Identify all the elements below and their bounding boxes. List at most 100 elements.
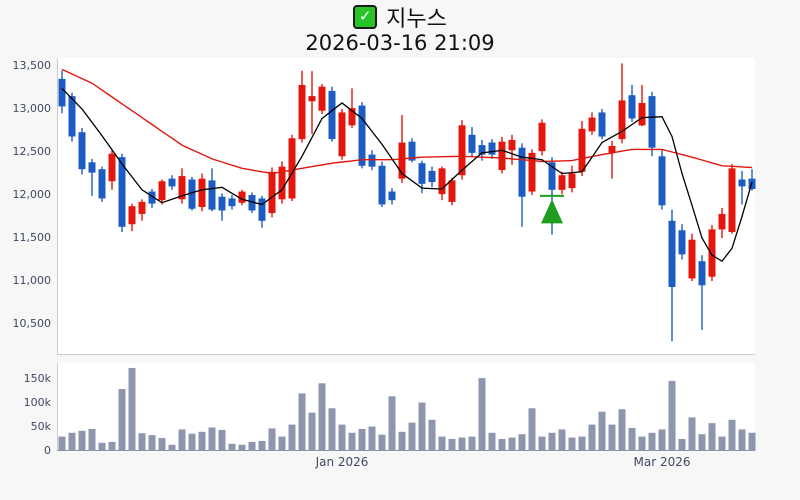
- candle-up[interactable]: [718, 213, 726, 230]
- volume-bar[interactable]: [88, 428, 96, 451]
- volume-bar[interactable]: [738, 429, 746, 451]
- volume-bar[interactable]: [108, 441, 116, 451]
- volume-bar[interactable]: [628, 427, 636, 451]
- candle-down[interactable]: [478, 145, 486, 155]
- volume-bar[interactable]: [58, 436, 66, 451]
- candle-up[interactable]: [588, 117, 596, 132]
- volume-bar[interactable]: [228, 443, 236, 451]
- volume-bar[interactable]: [468, 436, 476, 451]
- volume-bar[interactable]: [748, 432, 756, 451]
- volume-bar[interactable]: [348, 432, 356, 451]
- volume-bar[interactable]: [378, 434, 386, 451]
- candle-up[interactable]: [398, 142, 406, 179]
- volume-bar[interactable]: [368, 426, 376, 451]
- volume-bar[interactable]: [588, 424, 596, 451]
- candle-down[interactable]: [68, 96, 76, 137]
- candle-down[interactable]: [228, 198, 236, 207]
- candle-up[interactable]: [558, 175, 566, 190]
- candle-down[interactable]: [388, 191, 396, 201]
- candle-up[interactable]: [278, 166, 286, 200]
- candle-down[interactable]: [678, 230, 686, 255]
- volume-bar[interactable]: [508, 437, 516, 451]
- volume-bar[interactable]: [538, 436, 546, 451]
- candle-up[interactable]: [268, 171, 276, 214]
- candle-up[interactable]: [128, 206, 136, 225]
- volume-bar[interactable]: [648, 432, 656, 451]
- volume-bar[interactable]: [608, 424, 616, 451]
- candle-down[interactable]: [188, 179, 196, 209]
- volume-bar[interactable]: [218, 429, 226, 451]
- candle-up[interactable]: [728, 168, 736, 232]
- volume-bar[interactable]: [568, 437, 576, 451]
- candle-up[interactable]: [438, 168, 446, 195]
- volume-bar[interactable]: [668, 380, 676, 451]
- candle-down[interactable]: [408, 141, 416, 161]
- volume-bar[interactable]: [318, 383, 326, 451]
- candle-down[interactable]: [218, 196, 226, 211]
- volume-bar[interactable]: [458, 437, 466, 451]
- volume-bar[interactable]: [498, 439, 506, 451]
- candle-up[interactable]: [508, 139, 516, 151]
- candle-up[interactable]: [238, 191, 246, 203]
- candle-down[interactable]: [58, 78, 66, 107]
- candle-down[interactable]: [428, 170, 436, 183]
- candle-down[interactable]: [248, 195, 256, 211]
- volume-bar[interactable]: [428, 419, 436, 451]
- volume-bar[interactable]: [238, 444, 246, 451]
- candle-down[interactable]: [258, 198, 266, 221]
- candle-down[interactable]: [328, 90, 336, 140]
- volume-bar[interactable]: [338, 424, 346, 451]
- volume-bar[interactable]: [488, 432, 496, 451]
- volume-bar[interactable]: [328, 408, 336, 451]
- candle-down[interactable]: [418, 163, 426, 184]
- volume-bar[interactable]: [208, 427, 216, 451]
- candle-up[interactable]: [608, 145, 616, 153]
- candle-down[interactable]: [88, 162, 96, 173]
- volume-bar[interactable]: [78, 430, 86, 451]
- volume-bar[interactable]: [388, 396, 396, 451]
- candle-down[interactable]: [668, 220, 676, 288]
- candle-down[interactable]: [468, 134, 476, 153]
- candle-up[interactable]: [338, 112, 346, 157]
- candle-up[interactable]: [298, 84, 306, 140]
- volume-bar[interactable]: [438, 436, 446, 451]
- volume-bar[interactable]: [558, 429, 566, 451]
- candle-down[interactable]: [628, 95, 636, 119]
- volume-bar[interactable]: [528, 408, 536, 451]
- candle-up[interactable]: [538, 122, 546, 152]
- volume-bar[interactable]: [248, 441, 256, 451]
- candle-down[interactable]: [658, 156, 666, 206]
- volume-bar[interactable]: [358, 428, 366, 451]
- candle-down[interactable]: [358, 105, 366, 166]
- candle-down[interactable]: [148, 191, 156, 204]
- candle-down[interactable]: [518, 147, 526, 197]
- candle-down[interactable]: [738, 179, 746, 187]
- candle-down[interactable]: [168, 178, 176, 187]
- candle-down[interactable]: [118, 157, 126, 227]
- volume-bar[interactable]: [678, 439, 686, 451]
- candle-down[interactable]: [98, 169, 106, 199]
- candle-up[interactable]: [638, 102, 646, 126]
- volume-bar[interactable]: [308, 412, 316, 451]
- volume-bar[interactable]: [278, 436, 286, 451]
- candle-down[interactable]: [698, 261, 706, 286]
- candle-up[interactable]: [688, 239, 696, 279]
- candle-up[interactable]: [318, 86, 326, 111]
- volume-bar[interactable]: [708, 423, 716, 451]
- candle-up[interactable]: [568, 173, 576, 189]
- candle-up[interactable]: [458, 125, 466, 176]
- candle-up[interactable]: [348, 108, 356, 126]
- volume-bar[interactable]: [198, 431, 206, 451]
- candle-down[interactable]: [378, 165, 386, 205]
- candle-down[interactable]: [548, 162, 556, 190]
- candle-up[interactable]: [198, 178, 206, 208]
- candle-up[interactable]: [498, 141, 506, 171]
- volume-bar[interactable]: [728, 419, 736, 451]
- volume-bar[interactable]: [638, 436, 646, 451]
- volume-bar[interactable]: [478, 378, 486, 451]
- candle-up[interactable]: [618, 100, 626, 140]
- candle-up[interactable]: [308, 96, 316, 102]
- volume-bar[interactable]: [168, 444, 176, 451]
- volume-bar[interactable]: [268, 428, 276, 451]
- volume-bar[interactable]: [398, 431, 406, 451]
